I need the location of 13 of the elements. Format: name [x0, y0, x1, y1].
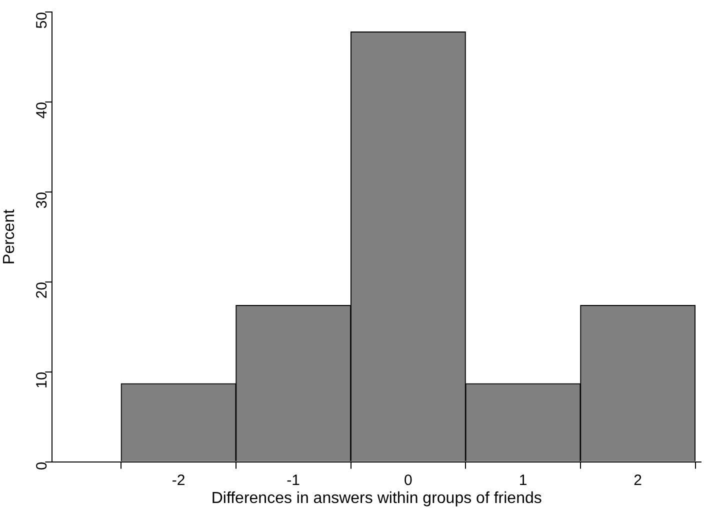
y-tick-label: 50	[33, 12, 50, 29]
y-tick-label: 20	[33, 282, 50, 299]
x-tick-label: 2	[634, 472, 642, 489]
y-tick-label: 10	[33, 372, 50, 389]
x-tick-label: -1	[286, 472, 300, 489]
y-axis-title: Percent	[1, 208, 18, 264]
y-tick-label: 40	[33, 102, 50, 119]
x-axis-title: Differences in answers within groups of friends	[211, 490, 542, 507]
x-tick-label: 0	[404, 472, 412, 489]
y-tick-label: 30	[33, 192, 50, 209]
y-tick-label: 0	[33, 462, 50, 470]
x-tick-label: -2	[172, 472, 186, 489]
x-tick-label: 1	[518, 472, 528, 489]
